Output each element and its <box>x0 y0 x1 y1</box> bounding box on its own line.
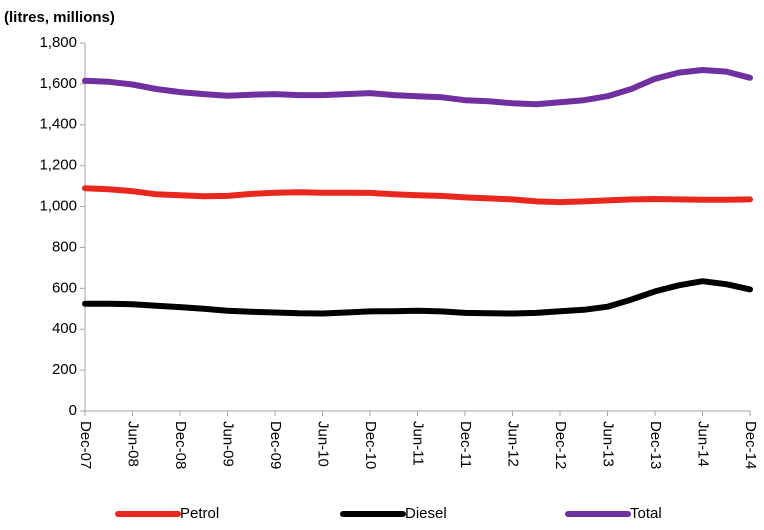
x-tick-label: Jun-11 <box>410 421 427 466</box>
x-tick-label: Dec-10 <box>362 421 379 469</box>
legend-label: Diesel <box>405 505 447 522</box>
x-tick-label: Jun-13 <box>600 421 617 467</box>
x-tick-label: Dec-13 <box>647 421 664 469</box>
legend-label: Petrol <box>180 505 219 522</box>
legend-label: Total <box>630 505 662 522</box>
y-tick-label: 800 <box>52 238 77 255</box>
x-tick-label: Dec-11 <box>457 421 474 468</box>
y-tick-label: 1,000 <box>39 198 77 215</box>
y-tick-label: 200 <box>52 361 77 378</box>
y-tick-label: 600 <box>52 279 77 296</box>
x-tick-label: Jun-10 <box>315 421 332 467</box>
y-tick-label: 1,600 <box>39 75 77 92</box>
series-line <box>82 278 753 317</box>
x-tick-label: Dec-07 <box>77 421 94 469</box>
x-tick-label: Dec-14 <box>742 421 759 469</box>
series-line <box>82 67 753 108</box>
y-tick-label: 1,200 <box>39 157 77 174</box>
y-tick-label: 1,800 <box>39 34 77 51</box>
x-tick-label: Dec-08 <box>172 421 189 469</box>
y-axis-label: (litres, millions) <box>4 9 115 26</box>
x-tick-label: Dec-12 <box>552 421 569 469</box>
x-tick-label: Jun-09 <box>220 421 237 467</box>
y-tick-label: 0 <box>69 402 77 419</box>
y-tick-label: 400 <box>52 320 77 337</box>
x-tick-label: Dec-09 <box>267 421 284 469</box>
series-line <box>82 185 753 206</box>
x-tick-label: Jun-14 <box>695 421 712 467</box>
y-tick-label: 1,400 <box>39 116 77 133</box>
x-tick-label: Jun-12 <box>505 421 522 467</box>
x-tick-label: Jun-08 <box>125 421 142 467</box>
